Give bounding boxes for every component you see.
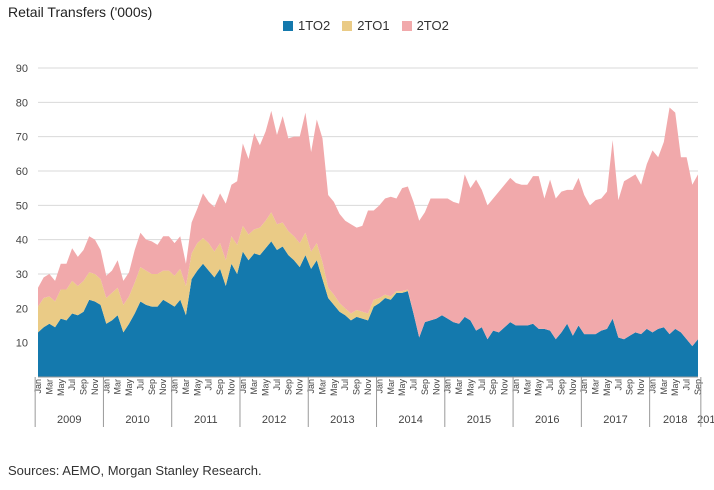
year-label: 2017 xyxy=(603,414,627,426)
x-tick-label: Mar xyxy=(181,379,191,395)
x-tick-label: May xyxy=(56,379,66,397)
x-tick-label: May xyxy=(670,379,680,397)
year-label: 2012 xyxy=(262,414,286,426)
year-label: 2010 xyxy=(125,414,149,426)
legend-label-2to2: 2TO2 xyxy=(416,18,449,33)
legend-item-2to1: 2TO1 xyxy=(342,18,390,33)
x-tick-label: Jul xyxy=(340,379,350,391)
x-tick-label: Jan xyxy=(170,379,180,394)
y-tick-label: 70 xyxy=(16,132,28,144)
x-tick-label: Mar xyxy=(522,379,532,395)
year-label: 2014 xyxy=(398,414,422,426)
x-tick-label: Sep xyxy=(488,379,498,395)
legend: 1TO2 2TO1 2TO2 xyxy=(283,18,461,33)
y-tick-label: 20 xyxy=(16,303,28,315)
x-tick-label: Nov xyxy=(363,379,373,396)
x-tick-label: Nov xyxy=(568,379,578,396)
x-tick-label: May xyxy=(192,379,202,397)
legend-swatch-2to2 xyxy=(401,20,412,31)
x-tick-label: Mar xyxy=(113,379,123,395)
legend-swatch-2to1 xyxy=(342,20,353,31)
x-tick-label: Jan xyxy=(306,379,316,394)
x-tick-label: May xyxy=(602,379,612,397)
x-tick-label: Jan xyxy=(443,379,453,394)
y-tick-label: 30 xyxy=(16,269,28,281)
x-tick-label: Sep xyxy=(147,379,157,395)
x-tick-label: Sep xyxy=(79,379,89,395)
y-tick-label: 60 xyxy=(16,166,28,178)
year-label: 2018 xyxy=(663,414,687,426)
y-tick-label: 80 xyxy=(16,97,28,109)
x-tick-label: Sep xyxy=(283,379,293,395)
legend-item-1to2: 1TO2 xyxy=(283,18,330,33)
x-tick-label: Jan xyxy=(101,379,111,394)
year-label: 2009 xyxy=(57,414,81,426)
x-tick-label: Nov xyxy=(500,379,510,396)
x-tick-label: Nov xyxy=(226,379,236,396)
year-label: 2011 xyxy=(194,414,218,426)
x-tick-label: Jul xyxy=(613,379,623,391)
x-tick-label: Nov xyxy=(158,379,168,396)
x-tick-label: Jan xyxy=(374,379,384,394)
chart-title: Retail Transfers ('000s) xyxy=(8,4,153,20)
area-series-1to2 xyxy=(38,241,698,377)
x-tick-label: Sep xyxy=(556,379,566,395)
x-tick-label: Jul xyxy=(545,379,555,391)
x-tick-label: Jul xyxy=(272,379,282,391)
x-tick-label: Jul xyxy=(682,379,692,391)
x-tick-label: Nov xyxy=(431,379,441,396)
x-tick-label: Nov xyxy=(295,379,305,396)
y-tick-label: 50 xyxy=(16,200,28,212)
x-tick-label: Mar xyxy=(386,379,396,395)
x-tick-label: May xyxy=(534,379,544,397)
y-tick-label: 10 xyxy=(16,338,28,350)
x-tick-label: Mar xyxy=(249,379,259,395)
legend-label-2to1: 2TO1 xyxy=(357,18,390,33)
x-tick-label: Sep xyxy=(215,379,225,395)
x-tick-label: Jul xyxy=(409,379,419,391)
x-tick-label: May xyxy=(124,379,134,397)
year-label: 2013 xyxy=(330,414,354,426)
x-tick-label: Mar xyxy=(44,379,54,395)
x-tick-label: Sep xyxy=(693,379,703,395)
legend-label-1to2: 1TO2 xyxy=(298,18,331,33)
x-tick-label: Jan xyxy=(579,379,589,394)
x-tick-label: Mar xyxy=(591,379,601,395)
x-tick-label: May xyxy=(261,379,271,397)
x-tick-label: May xyxy=(397,379,407,397)
x-tick-label: Jul xyxy=(135,379,145,391)
area-series-2to1 xyxy=(38,212,698,347)
area-series-2to2 xyxy=(38,107,698,347)
x-tick-label: Mar xyxy=(317,379,327,395)
x-tick-label: Jul xyxy=(67,379,77,391)
x-tick-label: Sep xyxy=(420,379,430,395)
y-tick-label: 90 xyxy=(16,63,28,75)
legend-swatch-1to2 xyxy=(283,20,293,31)
x-tick-label: May xyxy=(465,379,475,397)
y-tick-label: 40 xyxy=(16,235,28,247)
x-tick-label: Nov xyxy=(636,379,646,396)
source-note: Sources: AEMO, Morgan Stanley Research. xyxy=(8,463,262,478)
x-tick-label: Jul xyxy=(204,379,214,391)
x-tick-label: Jan xyxy=(511,379,521,394)
x-tick-label: Jan xyxy=(238,379,248,394)
x-tick-label: Mar xyxy=(659,379,669,395)
x-tick-label: Sep xyxy=(352,379,362,395)
x-tick-label: Nov xyxy=(90,379,100,396)
x-tick-label: Jul xyxy=(477,379,487,391)
year-label: 2016 xyxy=(535,414,559,426)
x-tick-label: Mar xyxy=(454,379,464,395)
legend-item-2to2: 2TO2 xyxy=(401,18,449,33)
x-tick-label: May xyxy=(329,379,339,397)
x-tick-label: Sep xyxy=(625,379,635,395)
x-tick-label: Jan xyxy=(647,379,657,394)
year-label: 2019 xyxy=(697,414,714,426)
x-tick-label: Jan xyxy=(33,379,43,394)
year-label: 2015 xyxy=(467,414,491,426)
